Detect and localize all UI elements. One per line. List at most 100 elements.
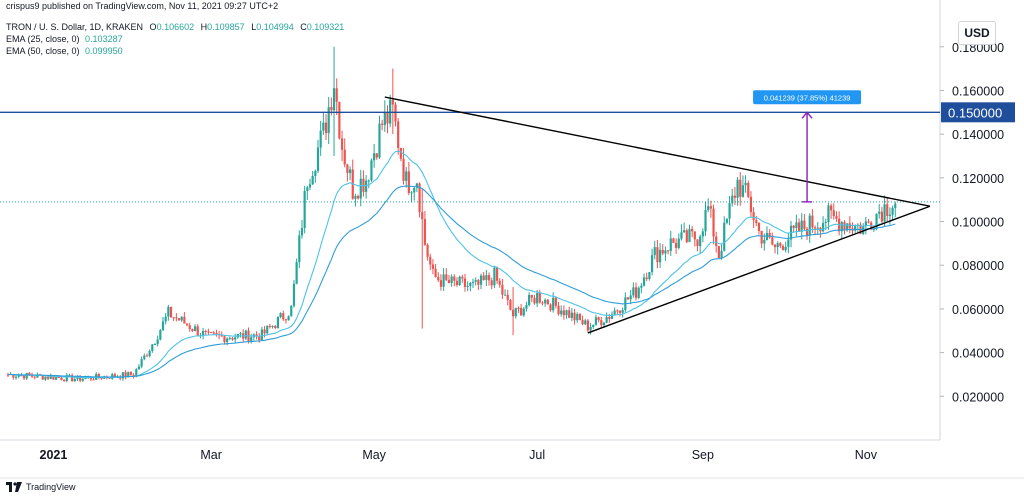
candle-body [151, 344, 154, 352]
candle-body [399, 147, 402, 159]
candle-body [300, 228, 304, 236]
candle-body [359, 178, 362, 199]
candle-body [268, 325, 272, 327]
candle-body [143, 355, 146, 360]
candle-body [148, 351, 151, 357]
candle-body [447, 279, 451, 284]
candle-body [749, 196, 753, 213]
candle-body [354, 195, 357, 199]
candle-body [501, 284, 504, 295]
candle-body [811, 215, 814, 228]
candle-body [658, 249, 662, 263]
candle-body [46, 376, 50, 379]
candle-body [271, 325, 274, 327]
candle-body [787, 239, 790, 247]
candle-body [707, 206, 710, 211]
candle-body [413, 187, 416, 193]
candle-body [800, 220, 803, 232]
candle-body [124, 372, 127, 377]
candle-body [621, 310, 624, 313]
candle-body [485, 275, 488, 281]
candle-body [239, 333, 242, 335]
candle-body [680, 232, 683, 239]
measure-arrowhead-icon [801, 111, 813, 119]
candle-body [699, 236, 702, 247]
measure-label-bg [753, 90, 862, 105]
candle-body [581, 319, 584, 325]
candle-body [757, 222, 761, 231]
candle-body [626, 297, 630, 300]
candle-body [843, 222, 846, 231]
candle-body [180, 316, 183, 321]
candle-body [276, 316, 280, 329]
candle-body [832, 210, 835, 217]
candle-body [386, 112, 389, 124]
ema25-legend[interactable]: EMA (25, close, 0) 0.103287 [6, 34, 123, 44]
candle-body [511, 309, 515, 317]
candle-body [274, 325, 277, 329]
candle-body [100, 377, 103, 379]
candle-body [776, 243, 779, 248]
candle-body [495, 267, 499, 281]
candle-body [127, 372, 130, 377]
candle-body [129, 372, 133, 375]
candle-body [506, 294, 509, 301]
candle-body [391, 99, 394, 105]
candle-body [434, 268, 437, 277]
low-value: 0.104994 [256, 22, 294, 32]
candle-body [854, 224, 857, 231]
candle-body [263, 329, 266, 334]
candle-body [52, 375, 55, 380]
candle-body [888, 214, 892, 217]
candle-body [266, 325, 269, 334]
candle-body [864, 221, 867, 227]
tradingview-label: TradingView [26, 482, 76, 492]
candle-body [415, 183, 418, 188]
candle-body [279, 313, 282, 317]
candle-body [653, 247, 656, 256]
candle-body [370, 160, 373, 181]
candle-body [471, 281, 475, 283]
candle-body [423, 219, 427, 245]
candle-body [824, 221, 827, 223]
tradingview-brand[interactable]: TradingView [6, 482, 76, 492]
candle-body [675, 242, 678, 248]
candle-body [739, 179, 742, 197]
candle-body [650, 255, 654, 273]
candle-body [546, 299, 549, 305]
candle-body [60, 377, 63, 381]
candle-body [645, 277, 648, 279]
candle-body [228, 338, 231, 340]
candle-body [231, 338, 234, 340]
x-tick-label: Mar [200, 448, 222, 462]
candle-body [557, 305, 560, 315]
candle-body [768, 232, 771, 238]
candle-body [693, 231, 696, 240]
candle-body [487, 275, 491, 281]
candle-body [867, 221, 870, 223]
candle-body [284, 319, 288, 321]
candle-body [723, 222, 726, 251]
y-tick-label: 0.080000 [952, 259, 1004, 273]
candle-body [295, 262, 298, 284]
candle-body [33, 376, 36, 378]
candle-body [797, 222, 801, 232]
candle-body [538, 293, 541, 303]
candle-body [234, 337, 237, 340]
candle-body [522, 308, 525, 316]
candle-body [439, 280, 443, 287]
candle-body [204, 331, 207, 333]
candle-body [554, 297, 557, 306]
candle-body [36, 374, 39, 378]
candle-body [220, 335, 223, 337]
candle-body [666, 250, 670, 252]
candle-body [332, 88, 336, 111]
candle-body [613, 310, 616, 315]
currency-button[interactable]: USD [958, 21, 996, 45]
candle-body [803, 220, 806, 229]
y-tick-label: 0.160000 [952, 84, 1004, 98]
candle-body [340, 138, 344, 150]
candle-body [616, 310, 619, 312]
ema50-legend[interactable]: EMA (50, close, 0) 0.099950 [6, 46, 123, 56]
